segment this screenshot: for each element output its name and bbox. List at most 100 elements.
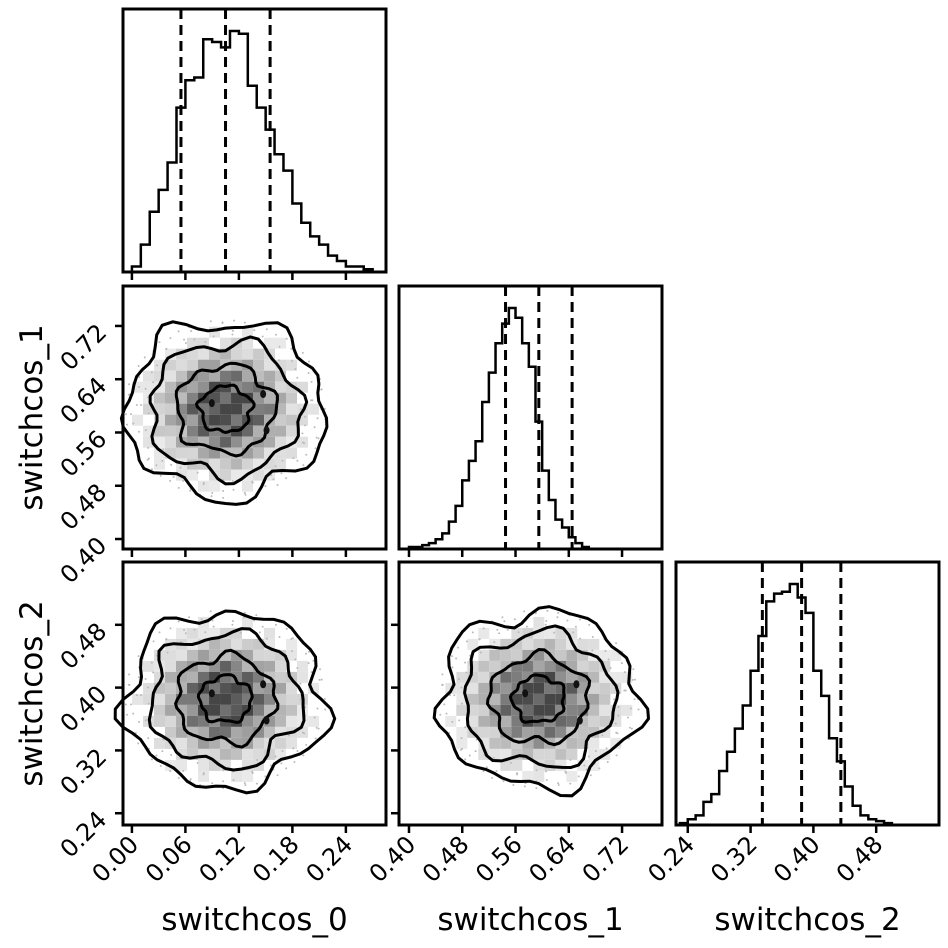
sample-point xyxy=(591,649,594,652)
panel-frame-r2-c2 xyxy=(674,560,941,827)
density-cell xyxy=(264,627,276,639)
density-cell xyxy=(264,337,276,349)
density-cell xyxy=(544,726,556,738)
density-cell xyxy=(165,671,177,683)
density-cell xyxy=(242,616,254,628)
density-cell xyxy=(187,392,199,404)
x-tick-label: 0.64 xyxy=(523,830,581,888)
sample-point xyxy=(459,748,462,751)
density-cell xyxy=(220,370,232,382)
sample-point xyxy=(301,432,304,435)
sample-point xyxy=(566,619,569,622)
density-cell xyxy=(555,649,567,661)
density-cell xyxy=(511,660,523,672)
density-cell xyxy=(253,748,265,760)
y-tick-label: 0.48 xyxy=(55,478,113,536)
density-cell xyxy=(621,704,633,716)
density-cell xyxy=(467,671,479,683)
density-cell xyxy=(555,748,567,760)
density-cell xyxy=(275,458,287,470)
density-cell xyxy=(198,436,210,448)
density-cell xyxy=(555,704,567,716)
density-cell xyxy=(566,737,578,749)
density-cell xyxy=(154,359,166,371)
sample-point xyxy=(144,429,147,432)
contour-island xyxy=(208,399,215,408)
density-cell xyxy=(533,726,545,738)
sample-point xyxy=(138,430,141,433)
sample-point xyxy=(147,686,150,689)
density-cell xyxy=(500,748,512,760)
density-cell xyxy=(456,726,468,738)
sample-point xyxy=(292,747,295,750)
density-cell xyxy=(610,737,622,749)
panel-frame-r2-c0 xyxy=(121,560,388,827)
x-tick-labels-switchcos-1: 0.40 0.48 0.56 0.64 0.72 xyxy=(364,830,635,888)
sample-point xyxy=(144,719,147,722)
x-tick-label: 0.24 xyxy=(301,830,359,888)
sample-point xyxy=(256,758,259,761)
density-cell xyxy=(500,660,512,672)
density-cell xyxy=(231,414,243,426)
sample-point xyxy=(274,333,277,336)
contour-island xyxy=(260,390,267,399)
density-cell xyxy=(242,348,254,360)
density-cell xyxy=(198,403,210,415)
density-cell xyxy=(209,671,221,683)
density-cell xyxy=(231,649,243,661)
sample-point xyxy=(280,472,283,475)
density-cell xyxy=(456,737,468,749)
density-cell xyxy=(220,737,232,749)
sample-point xyxy=(545,620,548,623)
sample-point xyxy=(184,632,187,635)
sample-point xyxy=(222,496,225,499)
sample-point xyxy=(138,376,141,379)
density-cell xyxy=(165,693,177,705)
density-cell xyxy=(165,660,177,672)
density-cell xyxy=(198,759,210,771)
density-cell xyxy=(555,671,567,683)
density-cell xyxy=(154,715,166,727)
density-cell xyxy=(264,638,276,650)
density-cell xyxy=(522,704,534,716)
sample-point xyxy=(617,714,620,717)
density-cell xyxy=(198,770,210,782)
density-cell xyxy=(555,693,567,705)
y-tick-label: 0.32 xyxy=(55,743,113,801)
density-cell xyxy=(588,726,600,738)
density-cell xyxy=(599,726,611,738)
sample-point xyxy=(296,749,299,752)
sample-point xyxy=(258,631,261,634)
density-cell xyxy=(533,660,545,672)
sample-point xyxy=(253,329,256,332)
density-cell xyxy=(533,638,545,650)
sample-point xyxy=(243,782,246,785)
sample-point xyxy=(474,750,477,753)
density-cell xyxy=(577,671,589,683)
density-cell xyxy=(275,392,287,404)
sample-point xyxy=(155,364,158,367)
density-cell xyxy=(209,693,221,705)
sample-point xyxy=(152,640,155,643)
contour-level-4 xyxy=(508,673,566,724)
sample-point xyxy=(231,480,234,483)
density-cell xyxy=(253,638,265,650)
sample-point xyxy=(161,459,164,462)
density-cell xyxy=(566,704,578,716)
density-cell xyxy=(522,671,534,683)
density-cell xyxy=(187,693,199,705)
density-cell xyxy=(544,671,556,683)
density-cell xyxy=(176,748,188,760)
density-cell xyxy=(500,649,512,661)
density-cell xyxy=(187,469,199,481)
sample-point xyxy=(557,611,560,614)
density-cell xyxy=(187,748,199,760)
density-cell xyxy=(588,693,600,705)
density-cell xyxy=(555,726,567,738)
sample-point xyxy=(243,491,246,494)
density-cell xyxy=(566,770,578,782)
density-cell xyxy=(445,715,457,727)
contour-island xyxy=(263,716,270,725)
contour-island xyxy=(522,689,529,698)
